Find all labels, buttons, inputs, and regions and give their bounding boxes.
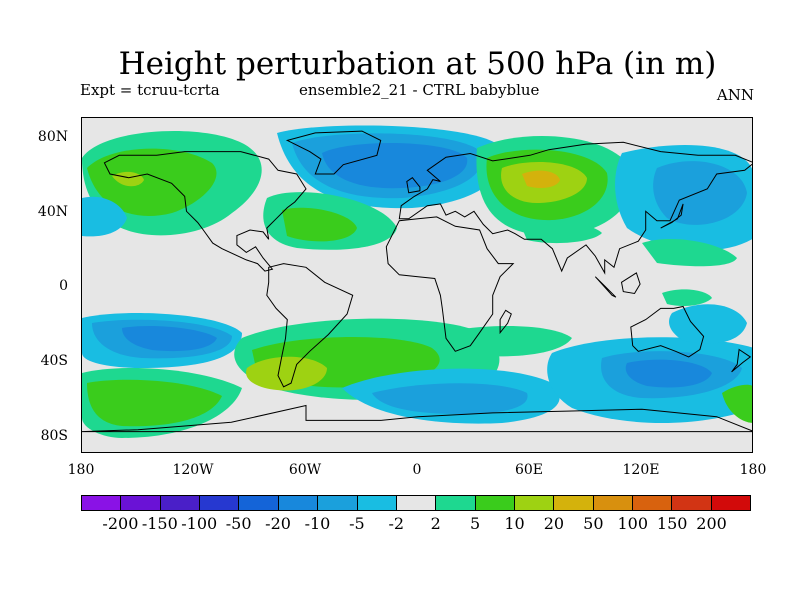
- colorbar-box: [593, 496, 634, 510]
- coastline: [406, 177, 421, 194]
- map-panel: [81, 117, 753, 453]
- colorbar-box: [200, 496, 240, 510]
- contour-region: [246, 356, 327, 391]
- lon-label-120e: 120E: [622, 462, 660, 478]
- coastlines: [82, 130, 752, 433]
- lat-label-40n: 40N: [37, 204, 68, 220]
- colorbar-tick-label: 2: [430, 514, 441, 533]
- coastline: [285, 130, 382, 175]
- coastline: [266, 263, 354, 388]
- colorbar-tick-label: 100: [617, 514, 649, 533]
- lon-label-60e: 60E: [514, 462, 544, 478]
- contour-region: [441, 326, 572, 357]
- lat-label-80s: 80S: [40, 428, 68, 444]
- lon-label-120w: 120W: [172, 462, 214, 478]
- contour-region: [662, 289, 712, 306]
- colorbar-box: [672, 496, 712, 510]
- coastline: [594, 276, 617, 298]
- colorbar-box: [239, 496, 279, 510]
- colorbar-tick-label: -10: [304, 514, 331, 533]
- colorbar-box: [278, 496, 319, 510]
- contour-region: [625, 359, 712, 388]
- coastline: [731, 348, 752, 373]
- colorbar-tick-label: 50: [583, 514, 604, 533]
- coastline: [385, 216, 515, 352]
- lon-label-180e: 180: [739, 462, 767, 478]
- colorbar-box: [514, 496, 555, 510]
- coastline: [660, 203, 684, 229]
- colorbar-tick-label: -100: [181, 514, 218, 533]
- contour-region: [669, 304, 747, 344]
- season-label: ANN: [716, 86, 754, 104]
- lat-label-40s: 40S: [40, 353, 68, 369]
- contour-region: [372, 383, 528, 414]
- contour-region: [642, 238, 737, 267]
- colorbar-tick-label: 5: [470, 514, 481, 533]
- lat-label-80n: 80N: [37, 129, 68, 145]
- colorbar-box: [357, 496, 397, 510]
- colorbar-box: [82, 496, 122, 510]
- colorbar: [81, 495, 751, 511]
- contour-region: [522, 222, 602, 244]
- colorbar-box: [633, 496, 673, 510]
- colorbar-tick-label: 200: [696, 514, 727, 533]
- coastline: [398, 141, 752, 275]
- contour-map: [82, 125, 752, 438]
- contour-region: [82, 196, 127, 237]
- colorbar-box: [554, 496, 594, 510]
- lat-label-0: 0: [59, 278, 68, 294]
- contour-region: [722, 384, 752, 423]
- contour-region: [87, 379, 222, 427]
- colorbar-tick-label: 150: [656, 514, 688, 533]
- colorbar-tick-label: -20: [265, 514, 291, 533]
- contour-region: [322, 142, 468, 189]
- colorbar-tick-label: -200: [102, 514, 139, 533]
- colorbar-box: [711, 496, 751, 510]
- contour-region: [87, 148, 217, 216]
- coastline: [82, 404, 752, 433]
- lon-label-60w: 60W: [288, 462, 322, 478]
- map-title: Height perturbation at 500 hPa (in m): [118, 46, 717, 82]
- colorbar-box: [160, 496, 201, 510]
- lon-label-0: 0: [412, 462, 422, 478]
- colorbar-box: [121, 496, 161, 510]
- colorbar-box: [436, 496, 476, 510]
- contour-region: [522, 170, 560, 188]
- contour-fills: [82, 125, 752, 438]
- coastline: [620, 272, 641, 295]
- colorbar-tick-label: 20: [543, 514, 565, 533]
- colorbar-tick-label: -150: [141, 514, 178, 533]
- colorbar-box: [318, 496, 358, 510]
- coastline: [103, 151, 307, 272]
- contour-region: [122, 326, 217, 352]
- colorbar-box: [396, 496, 437, 510]
- colorbar-tick-label: -50: [225, 514, 252, 533]
- colorbar-box: [475, 496, 515, 510]
- ensemble-label: ensemble2_21 - CTRL babyblue: [299, 81, 540, 99]
- colorbar-tick-label: -5: [349, 514, 365, 533]
- contour-region: [282, 207, 357, 242]
- lon-label-180w: 180: [67, 462, 95, 478]
- colorbar-tick-label: 10: [504, 514, 525, 533]
- experiment-label: Expt = tcruu-tcrta: [80, 81, 220, 99]
- contour-region: [653, 161, 747, 225]
- colorbar-tick-label: -2: [388, 514, 405, 533]
- coastline: [499, 309, 512, 335]
- coastline: [630, 305, 705, 358]
